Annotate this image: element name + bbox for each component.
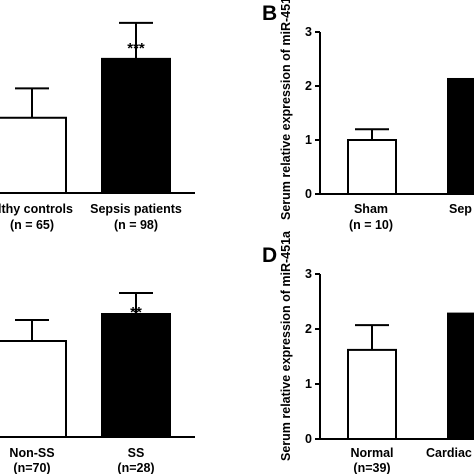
bar [0,340,67,438]
panel-d-axes: 0 1 2 3 [305,267,474,446]
bar [347,139,397,195]
y-tick-label: 2 [305,79,312,93]
y-tick-label: 2 [305,322,312,336]
panel-d-category-label: Normal [350,446,393,460]
y-tick-label: 0 [305,187,312,201]
panel-d-sample-size: (n=39) [353,461,390,474]
panel-a-category-label: althy controls [0,202,73,216]
panel-a-sample-size: (n = 98) [114,218,158,232]
y-tick-label: 0 [305,432,312,446]
panel-a-labels: althy controls (n = 65) Sepsis patients … [0,40,182,232]
bar [447,312,474,441]
bar [101,313,171,438]
panel-c-bars [0,292,171,438]
panel-d-y-ticks: 0 1 2 3 [305,267,320,446]
panel-c: Non-SS (n=70) SS (n=28) ** [0,292,195,474]
bar [101,57,171,194]
panel-b-labels: Sham (n = 10) Sep [349,202,472,232]
y-tick-label: 3 [305,267,312,281]
panel-c-category-label: Non-SS [9,446,54,460]
panel-c-labels: Non-SS (n=70) SS (n=28) ** [9,304,154,474]
panel-d-y-axis-label: Serum relative expression of miR-451a [279,230,293,461]
panel-b-category-label: Sep [449,202,472,216]
panel-a-category-label: Sepsis patients [90,202,182,216]
y-tick-label: 1 [305,377,312,391]
bar [347,348,397,440]
bar [447,77,474,195]
panel-c-sample-size: (n=28) [117,461,154,474]
panel-a-bars [0,21,171,194]
panel-b-y-axis-label: Serum relative expression of miR-451a [279,0,293,220]
panel-a: althy controls (n = 65) Sepsis patients … [0,21,195,232]
panel-d-labels: Normal (n=39) Cardiac [350,446,471,474]
panel-b-category-label: Sham [354,202,388,216]
panel-a-significance-marker: *** [127,40,145,57]
panel-b-bars [347,77,474,195]
panel-d-letter: D [262,244,277,267]
panel-b-axes: 0 1 2 3 [305,25,474,201]
panel-c-sample-size: (n=70) [13,461,50,474]
panel-c-category-label: SS [128,446,145,460]
panel-b-sample-size: (n = 10) [349,218,393,232]
panel-d-category-label: Cardiac [426,446,472,460]
panel-d: D Serum relative expression of miR-451a … [262,230,474,474]
panel-b: B Serum relative expression of miR-451a … [262,0,474,232]
panel-c-significance-marker: ** [130,304,142,321]
panel-a-sample-size: (n = 65) [10,218,54,232]
y-tick-label: 3 [305,25,312,39]
panel-b-y-ticks: 0 1 2 3 [305,25,320,201]
y-tick-label: 1 [305,133,312,147]
panel-b-letter: B [262,2,277,25]
panel-d-bars [347,312,474,441]
bar [0,116,67,194]
